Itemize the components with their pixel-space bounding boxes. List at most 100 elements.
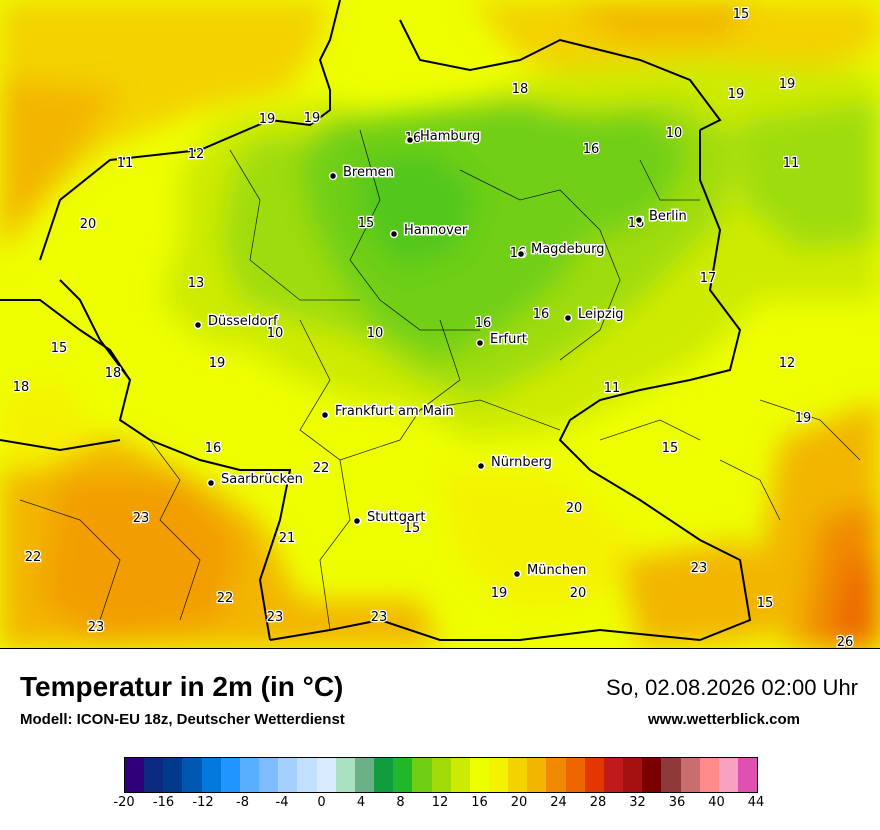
website-link[interactable]: www.wetterblick.com bbox=[648, 711, 800, 728]
value-label: 23 bbox=[371, 610, 388, 625]
legend-swatch bbox=[661, 758, 681, 792]
value-label: 19 bbox=[304, 111, 321, 126]
model-source: Modell: ICON-EU 18z, Deutscher Wetterdie… bbox=[20, 711, 345, 728]
map-canvas: 15 19 19 18 10 16 11 12 11 19 20 15 16 1… bbox=[0, 0, 880, 648]
city-duesseldorf: Düsseldorf bbox=[193, 313, 279, 331]
color-scale-legend bbox=[124, 757, 758, 793]
legend-swatch bbox=[450, 758, 470, 792]
legend-tick-label: 32 bbox=[629, 795, 646, 810]
city-label: Nürnberg bbox=[491, 455, 552, 470]
legend-swatch bbox=[201, 758, 221, 792]
city-berlin: Berlin bbox=[634, 208, 688, 226]
legend-swatch bbox=[182, 758, 202, 792]
value-label: 19 bbox=[209, 356, 226, 371]
city-hamburg: Hamburg bbox=[405, 128, 482, 146]
city-frankfurt: Frankfurt am Main bbox=[320, 403, 455, 421]
city-markers: Hamburg Bremen Hannover Berlin Magdeburg… bbox=[193, 128, 688, 580]
city-label: Saarbrücken bbox=[221, 472, 303, 487]
legend-swatch bbox=[527, 758, 547, 792]
value-label: 15 bbox=[662, 441, 679, 456]
legend-swatch bbox=[603, 758, 624, 792]
city-label: Stuttgart bbox=[367, 510, 425, 525]
city-label: Leipzig bbox=[578, 307, 624, 322]
legend-swatch bbox=[431, 758, 451, 792]
value-label: 19 bbox=[779, 77, 796, 92]
value-label: 16 bbox=[533, 307, 550, 322]
value-label: 16 bbox=[475, 316, 492, 331]
map-title: Temperatur in 2m (in °C) bbox=[20, 671, 344, 702]
city-magdeburg: Magdeburg bbox=[516, 241, 606, 259]
city-label: München bbox=[527, 563, 586, 578]
legend-swatch bbox=[718, 758, 738, 792]
value-label: 23 bbox=[88, 620, 105, 635]
value-label: 11 bbox=[783, 156, 800, 171]
legend-swatch bbox=[278, 758, 298, 792]
city-leipzig: Leipzig bbox=[563, 306, 625, 324]
temperature-values: 15 19 19 18 10 16 11 12 11 19 20 15 16 1… bbox=[11, 6, 854, 648]
city-label: Düsseldorf bbox=[208, 314, 278, 329]
legend-swatch bbox=[393, 758, 413, 792]
value-label: 19 bbox=[491, 586, 508, 601]
value-label: 15 bbox=[404, 521, 421, 536]
value-label: 13 bbox=[188, 276, 205, 291]
value-label: 20 bbox=[80, 217, 97, 232]
value-label: 22 bbox=[313, 461, 330, 476]
city-erfurt: Erfurt bbox=[475, 331, 528, 349]
value-label: 12 bbox=[188, 147, 205, 162]
city-label: Hamburg bbox=[420, 129, 480, 144]
temperature-map: 15 19 19 18 10 16 11 12 11 19 20 15 16 1… bbox=[0, 0, 880, 649]
value-label: 19 bbox=[728, 87, 745, 102]
city-hannover: Hannover bbox=[389, 222, 469, 240]
legend-tick-label: 8 bbox=[396, 795, 405, 810]
legend-tick-label: 44 bbox=[747, 795, 765, 810]
value-label: 10 bbox=[666, 126, 683, 141]
legend-tick-label: 28 bbox=[589, 795, 607, 810]
color-scale-ticks: -20 -16 -12 -8 -4 0 4 8 12 16 20 24 28 32 36 40 44 bbox=[104, 795, 776, 815]
legend-swatch bbox=[642, 758, 662, 792]
value-label: 15 bbox=[733, 7, 750, 22]
legend-tick-label: -20 bbox=[113, 795, 135, 810]
legend-swatch bbox=[374, 758, 394, 792]
value-label: 22 bbox=[25, 550, 42, 565]
city-label: Magdeburg bbox=[531, 242, 605, 257]
value-label: 19 bbox=[795, 411, 812, 426]
forecast-datetime: So, 02.08.2026 02:00 Uhr bbox=[606, 675, 858, 700]
temperature-field bbox=[0, 0, 880, 648]
legend-swatch bbox=[488, 758, 509, 792]
value-label: 23 bbox=[133, 511, 150, 526]
country-borders bbox=[0, 0, 752, 641]
city-saarbruecken: Saarbrücken bbox=[206, 471, 304, 489]
legend-swatch bbox=[259, 758, 279, 792]
legend-swatch bbox=[412, 758, 432, 792]
city-stuttgart: Stuttgart bbox=[352, 509, 427, 527]
legend-swatch bbox=[565, 758, 585, 792]
legend-swatch bbox=[297, 758, 317, 792]
legend-tick-label: -16 bbox=[152, 795, 175, 810]
city-bremen: Bremen bbox=[328, 164, 395, 182]
value-label: 10 bbox=[267, 326, 284, 341]
value-label: 20 bbox=[566, 501, 583, 516]
value-label: 11 bbox=[604, 381, 621, 396]
legend-swatch bbox=[335, 758, 355, 792]
value-label: 19 bbox=[259, 112, 276, 127]
value-label: 12 bbox=[779, 356, 796, 371]
legend-swatch bbox=[144, 758, 164, 792]
value-label: 15 bbox=[757, 596, 774, 611]
city-label: Hannover bbox=[404, 223, 468, 238]
value-label: 10 bbox=[367, 326, 384, 341]
value-label: 15 bbox=[51, 341, 68, 356]
legend-tick-label: 4 bbox=[356, 795, 366, 810]
legend-tick-label: 36 bbox=[668, 795, 686, 810]
value-label: 17 bbox=[700, 271, 717, 286]
value-label: 26 bbox=[837, 635, 854, 648]
legend-tick-label: -4 bbox=[275, 795, 289, 810]
value-label: 20 bbox=[570, 586, 587, 601]
legend-tick-label: 24 bbox=[550, 795, 567, 810]
city-nuernberg: Nürnberg bbox=[476, 454, 553, 472]
legend-swatch bbox=[316, 758, 336, 792]
value-label: 16 bbox=[205, 441, 222, 456]
legend-swatch bbox=[699, 758, 719, 792]
legend-swatch bbox=[220, 758, 240, 792]
map-footer: Temperatur in 2m (in °C) Modell: ICON-EU… bbox=[0, 649, 880, 830]
value-label: 21 bbox=[279, 531, 296, 546]
